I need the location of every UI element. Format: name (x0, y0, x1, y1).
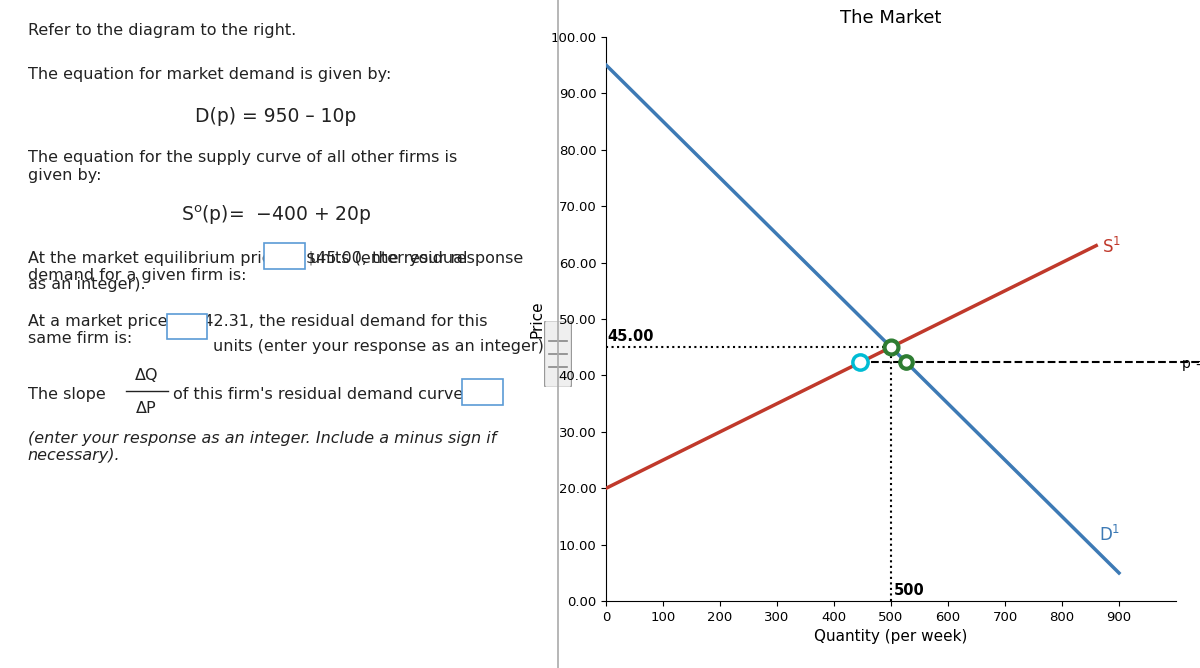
FancyBboxPatch shape (545, 321, 571, 387)
FancyBboxPatch shape (167, 314, 206, 339)
Text: ΔQ: ΔQ (134, 369, 158, 383)
Text: The equation for the supply curve of all other firms is
given by:: The equation for the supply curve of all… (28, 150, 457, 183)
Text: p = 42.3: p = 42.3 (1182, 357, 1200, 371)
Text: Refer to the diagram to the right.: Refer to the diagram to the right. (28, 23, 296, 38)
Text: 500: 500 (894, 583, 925, 599)
Text: (enter your response as an integer. Include a minus sign if
necessary).: (enter your response as an integer. Incl… (28, 431, 497, 464)
Text: At a market price of $42.31, the residual demand for this
same firm is:: At a market price of $42.31, the residua… (28, 314, 487, 347)
FancyBboxPatch shape (462, 379, 503, 405)
Text: ΔP: ΔP (137, 401, 157, 415)
Title: The Market: The Market (840, 9, 942, 27)
Text: At the market equilibrium price of $45.00, the residual
demand for a given firm : At the market equilibrium price of $45.0… (28, 250, 467, 283)
Text: The equation for market demand is given by:: The equation for market demand is given … (28, 67, 391, 81)
Text: D$^1$: D$^1$ (1099, 524, 1121, 545)
Text: S$^1$: S$^1$ (1102, 236, 1121, 257)
Text: D(p) = 950 – 10p: D(p) = 950 – 10p (196, 107, 356, 126)
Text: S$^\mathrm{o}$(p)=  $-$400 + 20p: S$^\mathrm{o}$(p)= $-$400 + 20p (181, 204, 371, 227)
FancyBboxPatch shape (264, 243, 305, 269)
Y-axis label: Price: Price (529, 300, 545, 338)
Text: 45.00: 45.00 (607, 329, 654, 345)
Text: as an integer).: as an integer). (28, 277, 145, 292)
Text: of this firm's residual demand curve is:: of this firm's residual demand curve is: (173, 387, 486, 402)
Text: units (enter your response as an integer).: units (enter your response as an integer… (212, 339, 548, 354)
Text: The slope: The slope (28, 387, 106, 402)
X-axis label: Quantity (per week): Quantity (per week) (815, 629, 967, 645)
Text: units (enter your response: units (enter your response (311, 250, 523, 265)
